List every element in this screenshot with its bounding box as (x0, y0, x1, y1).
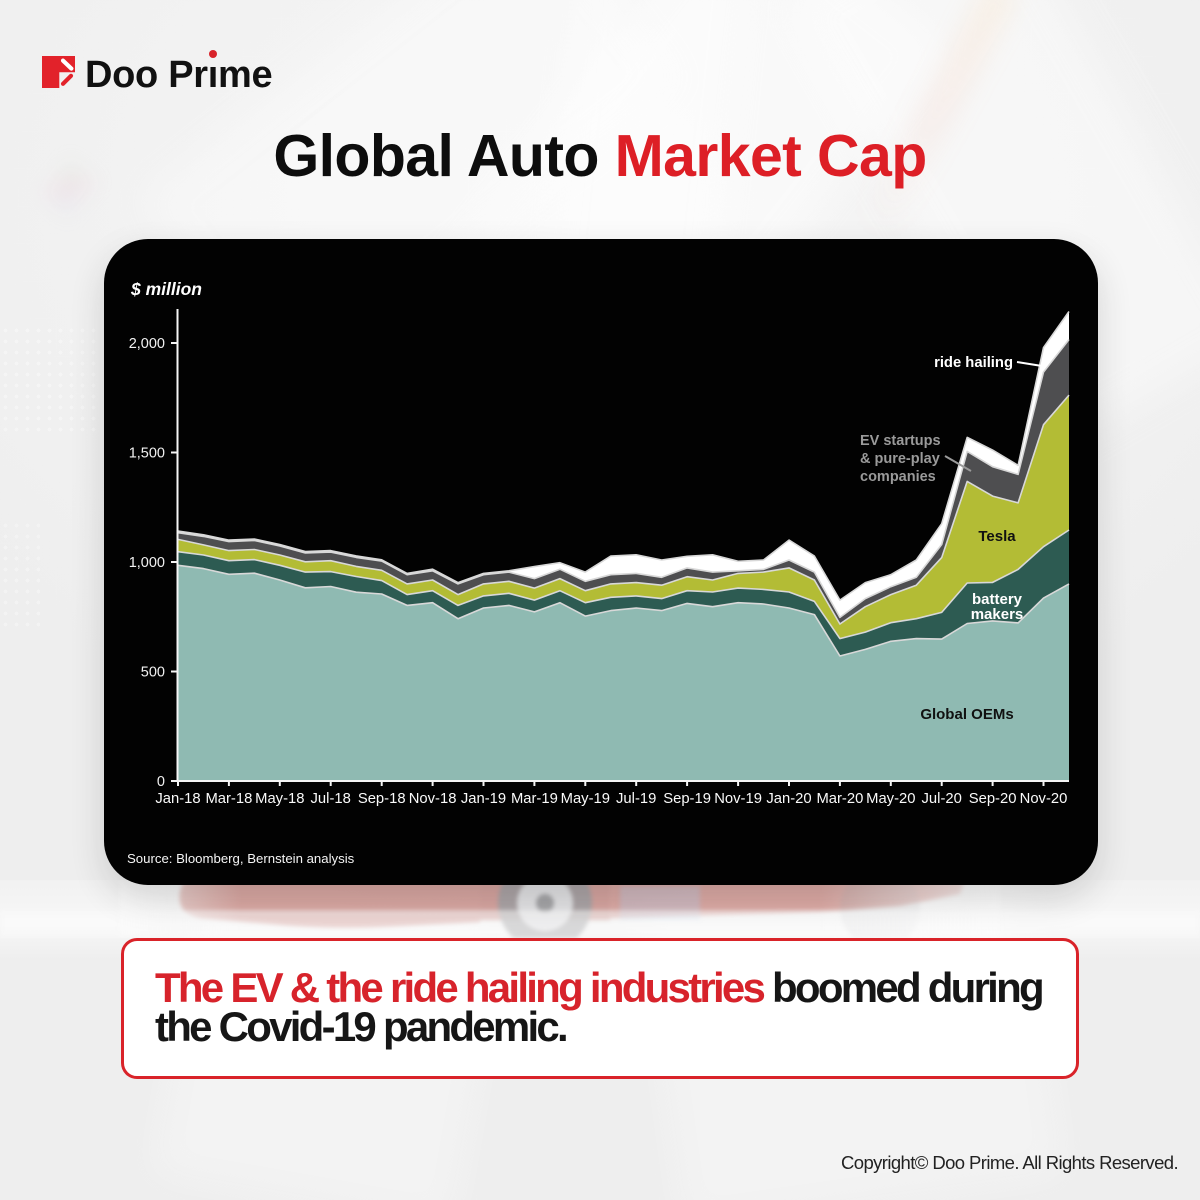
svg-text:companies: companies (860, 469, 936, 485)
svg-text:Jul-18: Jul-18 (311, 791, 351, 807)
svg-text:Jul-19: Jul-19 (616, 791, 656, 807)
svg-text:Jan-20: Jan-20 (766, 791, 811, 807)
svg-text:& pure-play: & pure-play (860, 451, 940, 467)
svg-text:Jan-18: Jan-18 (155, 791, 200, 807)
svg-text:Tesla: Tesla (978, 528, 1016, 545)
svg-text:Sep-18: Sep-18 (358, 791, 406, 807)
svg-text:Nov-19: Nov-19 (714, 791, 762, 807)
svg-text:Mar-19: Mar-19 (511, 791, 558, 807)
svg-text:May-19: May-19 (561, 791, 610, 807)
svg-text:battery: battery (972, 591, 1023, 608)
svg-text:May-18: May-18 (255, 791, 304, 807)
svg-text:makers: makers (971, 606, 1024, 623)
svg-text:Jan-19: Jan-19 (461, 791, 506, 807)
svg-text:Nov-20: Nov-20 (1020, 791, 1068, 807)
svg-text:Source: Bloomberg, Bernstein a: Source: Bloomberg, Bernstein analysis (127, 851, 355, 866)
svg-text:Nov-18: Nov-18 (409, 791, 457, 807)
svg-text:2,000: 2,000 (129, 336, 165, 352)
svg-text:EV startups: EV startups (860, 433, 941, 449)
svg-text:Sep-20: Sep-20 (969, 791, 1017, 807)
svg-text:Global OEMs: Global OEMs (920, 706, 1013, 723)
svg-text:Sep-19: Sep-19 (663, 791, 711, 807)
svg-text:Mar-18: Mar-18 (205, 791, 252, 807)
svg-text:$ million: $ million (130, 279, 202, 299)
svg-text:Mar-20: Mar-20 (816, 791, 863, 807)
svg-text:500: 500 (141, 665, 165, 681)
svg-text:1,000: 1,000 (129, 555, 165, 571)
svg-text:1,500: 1,500 (129, 446, 165, 462)
svg-text:ride hailing: ride hailing (934, 355, 1013, 371)
svg-text:Jul-20: Jul-20 (922, 791, 962, 807)
svg-text:May-20: May-20 (866, 791, 915, 807)
svg-text:0: 0 (157, 774, 165, 790)
